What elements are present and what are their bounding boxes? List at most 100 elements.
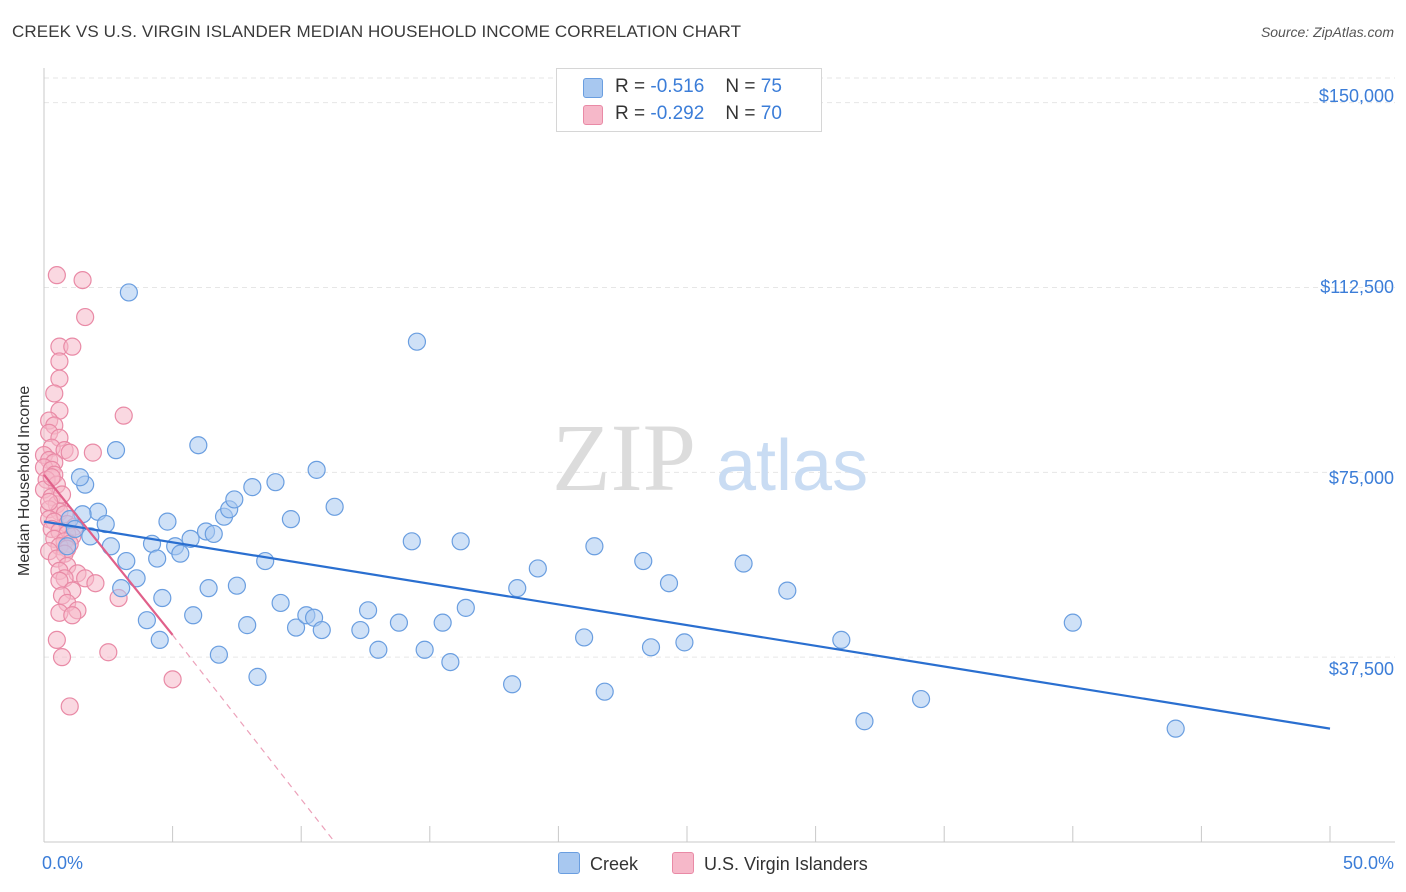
correlation-legend: R = -0.516 N = 75 R = -0.292 N = 70	[556, 68, 822, 132]
watermark-zip: ZIP	[552, 404, 696, 511]
data-point	[389, 613, 409, 632]
data-point	[307, 460, 326, 479]
data-point	[137, 611, 156, 630]
chart-source: Source: ZipAtlas.com	[1260, 24, 1394, 40]
data-point	[734, 554, 753, 573]
data-point	[45, 384, 64, 403]
data-point	[402, 532, 421, 551]
data-point	[52, 648, 72, 667]
data-point	[312, 620, 331, 640]
data-point	[114, 406, 133, 425]
grid-lines	[44, 77, 1395, 658]
data-point	[63, 337, 82, 356]
legend-n-value: 70	[760, 103, 782, 124]
data-point	[209, 645, 228, 664]
data-point	[508, 579, 527, 598]
legend-r-value: -0.292	[650, 103, 705, 124]
data-point	[575, 628, 594, 647]
data-point	[63, 606, 82, 625]
legend-r-label: R =	[615, 103, 646, 124]
data-point	[40, 492, 59, 511]
data-point	[433, 613, 452, 632]
legend-r-label: R =	[615, 76, 646, 97]
data-point	[184, 606, 203, 625]
legend-swatch-usvi	[583, 105, 603, 125]
data-point	[528, 559, 547, 578]
data-point	[358, 601, 378, 620]
y-tick-37500: $37,500	[1328, 659, 1394, 679]
legend-r-value: -0.516	[650, 76, 705, 97]
watermark-atlas: atlas	[716, 426, 868, 506]
data-point	[83, 443, 102, 462]
data-point	[117, 551, 136, 571]
data-point	[181, 529, 200, 548]
bottom-legend-swatch-usvi	[672, 852, 694, 874]
trend-line-creek	[43, 520, 1331, 730]
data-point	[451, 532, 470, 551]
data-point	[70, 468, 90, 487]
data-point	[106, 441, 126, 460]
legend-n-label: N =	[725, 103, 756, 124]
data-point	[1063, 613, 1082, 632]
data-point	[58, 537, 77, 556]
data-point	[86, 574, 105, 593]
data-point	[641, 638, 661, 657]
data-point	[248, 667, 267, 686]
data-point	[266, 473, 285, 492]
bottom-legend-usvi: U.S. Virgin Islanders	[672, 852, 868, 875]
data-point	[225, 490, 244, 509]
data-point	[634, 551, 653, 571]
data-point	[163, 670, 182, 689]
data-point	[1166, 719, 1185, 738]
data-point	[778, 581, 797, 600]
data-point	[595, 682, 614, 701]
data-point	[150, 630, 169, 650]
data-point	[171, 544, 190, 563]
data-point	[243, 478, 262, 497]
data-point	[189, 436, 208, 455]
zipatlas-watermark: ZIP atlas	[552, 404, 868, 511]
data-point	[271, 593, 290, 613]
data-point	[153, 588, 172, 608]
bottom-legend-label-usvi: U.S. Virgin Islanders	[704, 854, 868, 874]
data-point	[911, 689, 931, 709]
data-point	[832, 630, 851, 650]
data-point	[675, 633, 694, 652]
data-point	[99, 643, 118, 662]
data-point	[441, 652, 460, 672]
trend-line-usvi	[43, 474, 174, 636]
data-point	[256, 551, 275, 571]
data-point	[855, 712, 874, 731]
data-point	[50, 352, 69, 371]
data-point	[81, 527, 100, 546]
bottom-legend-creek: Creek	[558, 852, 638, 875]
data-point	[60, 443, 79, 462]
chart-title: CREEK VS U.S. VIRGIN ISLANDER MEDIAN HOU…	[12, 22, 742, 41]
data-point	[60, 697, 79, 716]
data-point	[158, 512, 177, 531]
y-tick-150000: $150,000	[1318, 86, 1394, 106]
data-point	[73, 270, 92, 290]
data-point	[65, 519, 84, 539]
data-point	[204, 524, 223, 544]
bottom-legend-swatch-creek	[558, 852, 580, 874]
y-axis-label: Median Household Income	[16, 385, 33, 576]
data-point	[47, 266, 66, 285]
data-point	[325, 497, 344, 516]
data-point	[238, 616, 257, 635]
data-point	[456, 598, 475, 617]
bottom-legend-label-creek: Creek	[590, 854, 639, 874]
data-point	[503, 675, 522, 694]
y-tick-75000: $75,000	[1328, 468, 1394, 488]
data-point	[659, 574, 679, 593]
data-point	[369, 640, 388, 659]
x-tick-max: 50.0%	[1342, 853, 1394, 873]
data-point	[76, 307, 95, 327]
legend-n-label: N =	[725, 76, 756, 97]
trend-lines	[43, 474, 1331, 843]
y-tick-112500: $112,500	[1320, 277, 1394, 297]
data-point	[119, 283, 138, 302]
legend-n-value: 75	[760, 76, 782, 97]
trend-line-usvi-extension	[172, 634, 336, 843]
